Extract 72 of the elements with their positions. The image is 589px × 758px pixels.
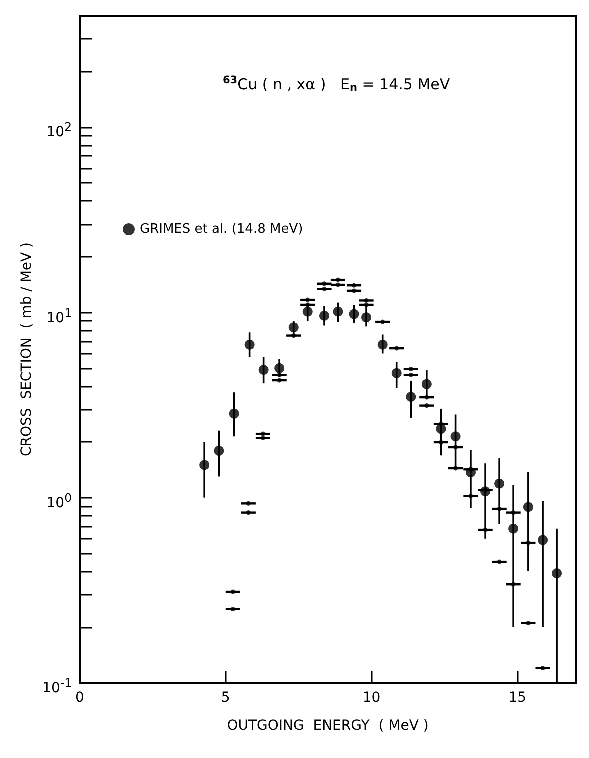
legend-label: GRIMES et al. (14.8 MeV) — [140, 222, 304, 237]
point — [408, 372, 414, 378]
point — [336, 278, 340, 282]
y-axis-title: CROSS SECTION ( mb / MeV ) — [19, 242, 35, 457]
point — [526, 621, 531, 626]
point — [424, 395, 430, 400]
point — [320, 310, 330, 321]
x-tick-label: 15 — [508, 690, 527, 706]
point — [364, 302, 369, 308]
point — [523, 502, 534, 512]
point — [322, 286, 327, 292]
y-tick-label: 10$^{2}$ — [46, 119, 72, 142]
point — [392, 368, 402, 378]
point — [260, 436, 266, 440]
point — [244, 340, 255, 350]
point — [511, 582, 516, 587]
point — [277, 378, 282, 383]
point — [288, 322, 299, 333]
point — [454, 445, 458, 450]
point — [364, 298, 369, 303]
x-tick-label: 0 — [76, 690, 84, 706]
point — [438, 440, 444, 445]
point — [306, 298, 310, 302]
point — [526, 540, 531, 546]
point — [274, 363, 285, 374]
point — [483, 528, 488, 532]
point — [352, 283, 357, 288]
point — [422, 379, 432, 390]
point — [230, 607, 236, 612]
point — [538, 535, 548, 546]
point — [468, 494, 474, 498]
point — [200, 460, 210, 470]
point — [380, 320, 386, 324]
point — [424, 404, 430, 408]
point — [260, 432, 266, 436]
point — [302, 306, 313, 317]
point — [322, 282, 327, 286]
y-tick-label: 10$^{0}$ — [46, 490, 72, 512]
point — [406, 392, 416, 402]
point — [497, 560, 502, 564]
point — [394, 346, 400, 351]
point — [230, 590, 236, 594]
point — [352, 288, 357, 294]
point — [552, 568, 562, 579]
point — [229, 408, 240, 419]
point — [362, 312, 372, 323]
x-tick-label: 10 — [362, 690, 381, 706]
point — [292, 334, 296, 338]
point — [494, 478, 505, 489]
point — [246, 501, 251, 506]
point — [540, 666, 546, 671]
point — [349, 309, 360, 320]
point — [246, 510, 251, 516]
point — [336, 282, 340, 288]
x-axis-title: OUTGOING ENERGY ( MeV ) — [227, 718, 429, 734]
point — [497, 506, 502, 512]
point — [333, 306, 344, 317]
point — [378, 340, 388, 350]
point — [508, 524, 519, 534]
y-tick-label: 10$^{1}$ — [46, 304, 72, 326]
y-tick-label: 10$^{-1}$ — [42, 675, 72, 697]
point — [468, 467, 474, 472]
point — [277, 372, 282, 378]
point — [438, 422, 444, 426]
point — [408, 366, 414, 372]
point — [306, 302, 310, 308]
point — [511, 510, 516, 516]
point — [450, 432, 461, 442]
point — [214, 446, 224, 456]
x-tick-label: 5 — [221, 690, 230, 706]
point — [258, 365, 269, 376]
point — [454, 466, 458, 471]
